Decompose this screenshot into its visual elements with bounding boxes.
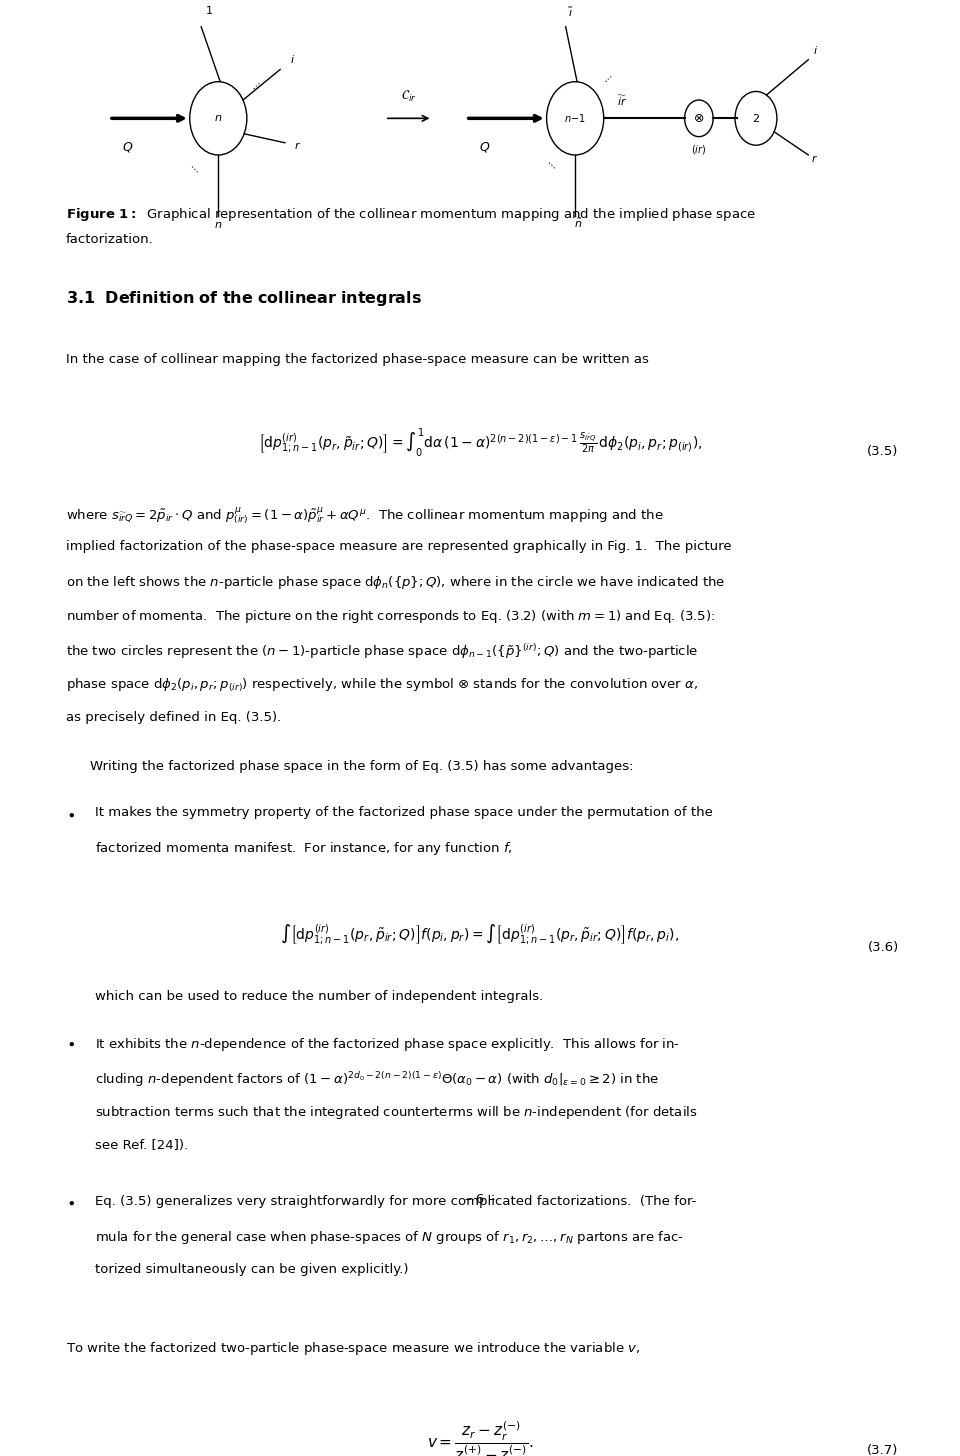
Text: $1$: $1$ <box>204 4 213 16</box>
Text: $\tilde{n}$: $\tilde{n}$ <box>574 217 582 230</box>
Text: $i$: $i$ <box>813 44 818 55</box>
Text: on the left shows the $n$-particle phase space $\mathrm{d}\phi_n(\{p\};Q)$, wher: on the left shows the $n$-particle phase… <box>66 574 725 591</box>
Text: $i$: $i$ <box>290 54 295 66</box>
Text: cluding $n$-dependent factors of $(1-\alpha)^{2d_0-2(n-2)(1-\epsilon)}\Theta(\al: cluding $n$-dependent factors of $(1-\al… <box>95 1070 659 1089</box>
Text: $(ir)$: $(ir)$ <box>691 143 707 156</box>
Text: $r$: $r$ <box>295 140 301 151</box>
Text: $\cdots$: $\cdots$ <box>601 71 615 86</box>
Text: $\mathbf{Figure\ 1:}$  Graphical representation of the collinear momentum mappin: $\mathbf{Figure\ 1:}$ Graphical represen… <box>66 207 756 223</box>
Text: $n$: $n$ <box>214 220 223 230</box>
Text: $v = \dfrac{z_r - z_r^{(-)}}{z_r^{(+)} - z_r^{(-)}}.$: $v = \dfrac{z_r - z_r^{(-)}}{z_r^{(+)} -… <box>427 1420 533 1456</box>
Text: (3.7): (3.7) <box>867 1444 899 1456</box>
Text: $\otimes$: $\otimes$ <box>693 112 705 125</box>
Text: – 6 –: – 6 – <box>465 1192 495 1206</box>
Text: $\cdots$: $\cdots$ <box>544 157 559 172</box>
Text: $r$: $r$ <box>811 153 818 165</box>
Text: (3.6): (3.6) <box>868 941 899 954</box>
Text: $\bullet$: $\bullet$ <box>66 1037 75 1051</box>
Text: $\bullet$: $\bullet$ <box>66 807 75 821</box>
Text: In the case of collinear mapping the factorized phase-space measure can be writt: In the case of collinear mapping the fac… <box>66 352 649 365</box>
Text: torized simultaneously can be given explicitly.): torized simultaneously can be given expl… <box>95 1264 408 1277</box>
Text: Writing the factorized phase space in the form of Eq. (3.5) has some advantages:: Writing the factorized phase space in th… <box>90 760 634 773</box>
Text: Eq. (3.5) generalizes very straightforwardly for more complicated factorizations: Eq. (3.5) generalizes very straightforwa… <box>95 1195 696 1208</box>
Text: which can be used to reduce the number of independent integrals.: which can be used to reduce the number o… <box>95 990 542 1003</box>
Text: $\left[\mathrm{d}p^{(ir)}_{1;n-1}(p_r,\tilde{p}_{ir};Q)\right] = \int_0^1 \mathr: $\left[\mathrm{d}p^{(ir)}_{1;n-1}(p_r,\t… <box>258 427 702 459</box>
Text: $\cdots$: $\cdots$ <box>187 160 202 175</box>
Text: $2$: $2$ <box>752 112 760 124</box>
Text: To write the factorized two-particle phase-space measure we introduce the variab: To write the factorized two-particle pha… <box>66 1340 640 1357</box>
Text: $\widetilde{ir}$: $\widetilde{ir}$ <box>617 93 628 108</box>
Text: subtraction terms such that the integrated counterterms will be $n$-independent : subtraction terms such that the integrat… <box>95 1105 697 1121</box>
Text: $\int\left[\mathrm{d}p^{(ir)}_{1;n-1}(p_r,\tilde{p}_{ir};Q)\right]f(p_i,p_r) = \: $\int\left[\mathrm{d}p^{(ir)}_{1;n-1}(p_… <box>280 922 680 946</box>
Text: implied factorization of the phase-space measure are represented graphically in : implied factorization of the phase-space… <box>66 540 732 553</box>
Text: $n$: $n$ <box>214 114 223 124</box>
Text: $Q$: $Q$ <box>122 140 133 154</box>
Text: $n\!-\!1$: $n\!-\!1$ <box>564 112 587 124</box>
Text: $Q$: $Q$ <box>479 140 491 154</box>
Text: phase space $\mathrm{d}\phi_2(p_i,p_r;p_{(ir)})$ respectively, while the symbol : phase space $\mathrm{d}\phi_2(p_i,p_r;p_… <box>66 677 698 695</box>
Text: $\bullet$: $\bullet$ <box>66 1195 75 1210</box>
Text: factorized momenta manifest.  For instance, for any function $f$,: factorized momenta manifest. For instanc… <box>95 840 513 858</box>
Text: It exhibits the $n$-dependence of the factorized phase space explicitly.  This a: It exhibits the $n$-dependence of the fa… <box>95 1037 680 1053</box>
Text: $\tilde{\imath}$: $\tilde{\imath}$ <box>567 6 573 19</box>
Text: mula for the general case when phase-spaces of $N$ groups of $r_1, r_2, \ldots, : mula for the general case when phase-spa… <box>95 1229 684 1246</box>
Text: $\mathcal{C}_{ir}$: $\mathcal{C}_{ir}$ <box>400 89 417 103</box>
Text: see Ref. [24]).: see Ref. [24]). <box>95 1139 188 1152</box>
Text: It makes the symmetry property of the factorized phase space under the permutati: It makes the symmetry property of the fa… <box>95 807 712 820</box>
Text: $\mathbf{3.1\ \ Definition\ of\ the\ collinear\ integrals}$: $\mathbf{3.1\ \ Definition\ of\ the\ col… <box>66 290 422 309</box>
Text: as precisely defined in Eq. (3.5).: as precisely defined in Eq. (3.5). <box>66 711 281 724</box>
Text: where $s_{\widetilde{ir}Q} = 2\tilde{p}_{ir}\cdot Q$ and $p^{\mu}_{(ir)} = (1-\a: where $s_{\widetilde{ir}Q} = 2\tilde{p}_… <box>66 505 663 527</box>
Text: $\cdots$: $\cdots$ <box>249 79 264 93</box>
Text: (3.5): (3.5) <box>867 444 899 457</box>
Text: factorization.: factorization. <box>66 233 154 246</box>
Text: number of momenta.  The picture on the right corresponds to Eq. (3.2) (with $m=1: number of momenta. The picture on the ri… <box>66 609 715 625</box>
Text: the two circles represent the $(n-1)$-particle phase space $\mathrm{d}\phi_{n-1}: the two circles represent the $(n-1)$-pa… <box>66 642 699 661</box>
